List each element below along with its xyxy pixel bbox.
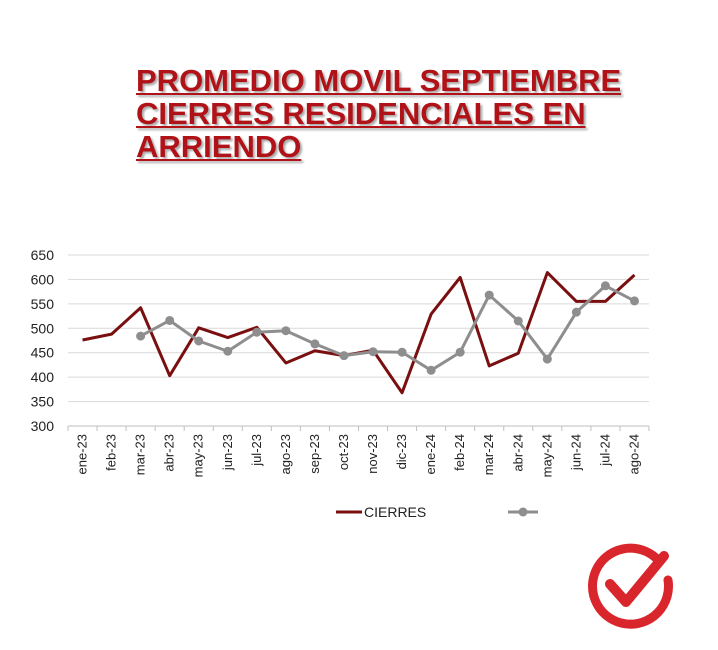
x-tick-label: feb-24 bbox=[452, 434, 467, 471]
x-tick-label: jun-23 bbox=[220, 434, 235, 471]
data-point bbox=[600, 281, 610, 291]
y-tick-label: 550 bbox=[31, 296, 55, 312]
x-tick-label: ene-24 bbox=[423, 434, 438, 474]
series-line bbox=[82, 271, 636, 395]
x-tick-label: dic-23 bbox=[394, 434, 409, 469]
data-point bbox=[136, 331, 146, 341]
data-point bbox=[310, 339, 320, 349]
y-tick-label: 400 bbox=[31, 369, 55, 385]
series-group bbox=[82, 271, 639, 395]
legend-marker-unnamed bbox=[518, 507, 528, 517]
data-point bbox=[484, 290, 494, 300]
x-tick-label: feb-23 bbox=[104, 434, 119, 471]
y-tick-label: 600 bbox=[31, 271, 55, 287]
y-axis-ticks: 300 350 400 450 500 550 600 650 bbox=[31, 247, 55, 434]
x-tick-label: oct-23 bbox=[336, 434, 351, 470]
x-tick-label: mar-24 bbox=[481, 434, 496, 475]
title-line-1: PROMEDIO MOVIL SEPTIEMBRE bbox=[136, 63, 622, 98]
data-point bbox=[629, 296, 639, 306]
y-tick-label: 300 bbox=[31, 418, 55, 434]
title-line-3: ARRIENDO bbox=[136, 129, 302, 164]
legend: CIERRES bbox=[336, 504, 538, 520]
data-point bbox=[426, 365, 436, 375]
data-point bbox=[571, 307, 581, 317]
series-line bbox=[139, 284, 636, 372]
data-point bbox=[542, 354, 552, 364]
x-axis bbox=[67, 425, 650, 431]
y-tick-label: 350 bbox=[31, 394, 55, 410]
legend-label-cierres: CIERRES bbox=[364, 504, 426, 520]
x-tick-label: abr-23 bbox=[162, 434, 177, 472]
x-axis-ticks: ene-23 feb-23 mar-23 abr-23 may-23 jun-23 jul-… bbox=[75, 434, 642, 477]
x-tick-label: ago-23 bbox=[278, 434, 293, 474]
x-tick-label: nov-23 bbox=[365, 434, 380, 474]
x-tick-label: sep-23 bbox=[307, 434, 322, 474]
x-tick-label: abr-24 bbox=[510, 434, 525, 472]
x-tick-label: may-23 bbox=[191, 434, 206, 477]
data-point bbox=[455, 347, 465, 357]
x-tick-label: jun-24 bbox=[568, 434, 583, 471]
data-point bbox=[513, 316, 523, 326]
data-point bbox=[194, 336, 204, 346]
x-tick-label: may-24 bbox=[539, 434, 554, 477]
data-point bbox=[281, 326, 291, 336]
y-tick-label: 650 bbox=[31, 247, 55, 263]
y-tick-label: 450 bbox=[31, 345, 55, 361]
x-tick-label: mar-23 bbox=[133, 434, 148, 475]
data-point bbox=[223, 346, 233, 356]
x-tick-label: jul-23 bbox=[249, 434, 264, 467]
x-tick-label: jul-24 bbox=[597, 434, 612, 467]
title-line-2: CIERRES RESIDENCIALES EN bbox=[136, 96, 586, 131]
check-mark-circle-icon bbox=[588, 543, 673, 629]
y-tick-label: 500 bbox=[31, 320, 55, 336]
x-tick-label: ene-23 bbox=[75, 434, 90, 474]
x-tick-label: ago-24 bbox=[626, 434, 641, 474]
line-chart: 300 350 400 450 500 550 600 650 ene-23 feb-23 mar… bbox=[31, 247, 650, 520]
chart-title: PROMEDIO MOVIL SEPTIEMBRE CIERRES RESIDE… bbox=[136, 64, 696, 163]
data-point bbox=[339, 351, 349, 361]
data-point bbox=[165, 315, 175, 325]
data-point bbox=[397, 347, 407, 357]
data-point bbox=[252, 327, 262, 337]
data-point bbox=[368, 347, 378, 357]
